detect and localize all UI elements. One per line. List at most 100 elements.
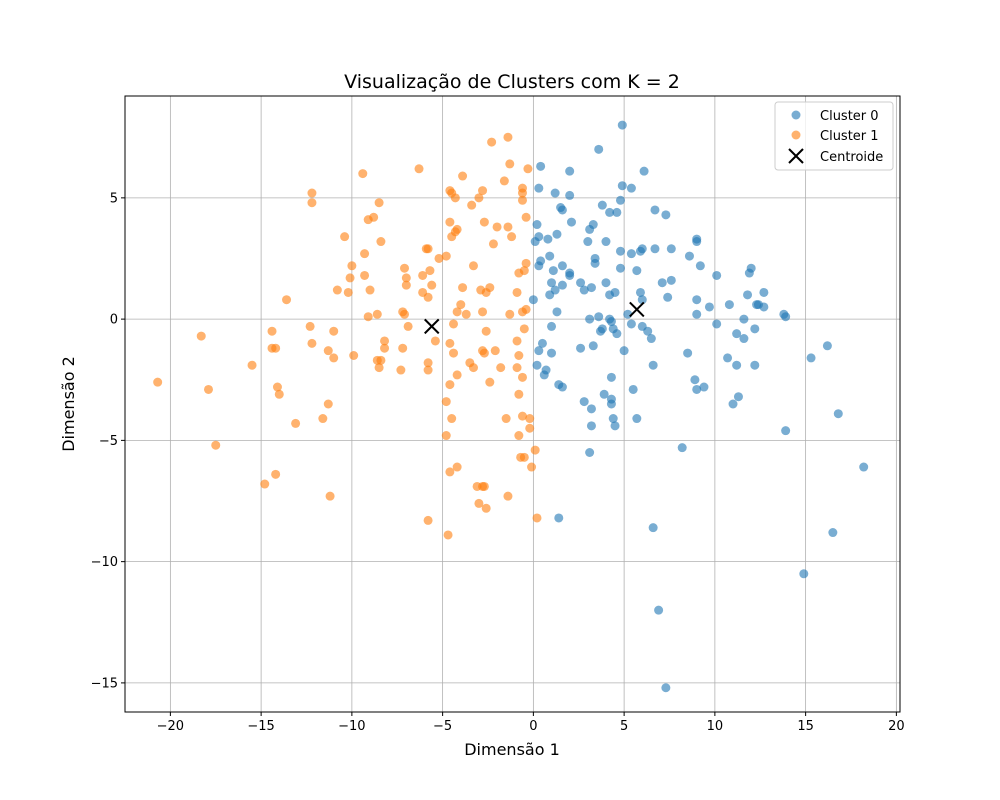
cluster-1-point [418,270,428,280]
cluster-1-point [343,287,353,297]
cluster-1-point [323,399,333,409]
cluster-1-point [514,268,524,278]
cluster-1-point [441,397,451,407]
cluster-0-point [601,237,611,247]
cluster-0-point [547,321,557,331]
cluster-1-point [441,431,451,441]
cluster-0-point [547,348,557,358]
cluster-1-point [525,423,535,433]
cluster-1-point [376,355,386,365]
cluster-0-point [650,244,660,254]
cluster-1-point [514,350,524,360]
cluster-0-point [545,251,555,261]
cluster-1-point [447,414,457,424]
cluster-0-point [536,161,546,171]
cluster-1-point [282,295,292,305]
cluster-0-point [654,605,664,615]
cluster-1-point [503,491,513,501]
cluster-1-point [380,343,390,353]
cluster-0-point [617,120,627,130]
cluster-0-point [695,261,705,271]
cluster-1-point [452,462,462,472]
cluster-0-point [828,528,838,538]
cluster-0-point [548,266,558,276]
cluster-0-point [692,384,702,394]
cluster-1-point [514,389,524,399]
cluster-1-point [479,217,489,227]
cluster-1-point [521,258,531,268]
cluster-0-point [684,251,694,261]
cluster-1-point [414,164,424,174]
cluster-1-point [305,321,315,331]
cluster-1-point [372,309,382,319]
cluster-1-point [363,215,373,225]
cluster-0-point [733,392,743,402]
cluster-0-point [557,205,567,215]
cluster-1-point [479,348,489,358]
cluster-0-point [759,302,769,312]
cluster-0-point [597,324,607,334]
cluster-0-point [833,409,843,419]
cluster-0-point [554,513,564,523]
cluster-1-point [423,515,433,525]
cluster-0-point [552,307,562,317]
cluster-1-point [507,232,517,242]
cluster-0-point [643,326,653,336]
cluster-0-point [597,200,607,210]
cluster-0-point [632,266,642,276]
cluster-0-point [552,229,562,239]
cluster-0-point [661,210,671,220]
cluster-0-point [750,324,760,334]
legend-box [774,101,894,171]
cluster-1-point [403,321,413,331]
legend-marker-centroide [788,148,804,164]
cluster-1-point [458,171,468,181]
cluster-1-point [488,239,498,249]
cluster-1-point [478,307,488,317]
cluster-1-point [325,491,335,501]
cluster-0-point [657,278,667,288]
cluster-1-point [400,263,410,273]
cluster-0-point [532,360,542,370]
cluster-0-point [663,292,673,302]
cluster-1-point [479,481,489,491]
cluster-1-point [501,414,511,424]
cluster-1-point [398,343,408,353]
cluster-1-point [487,137,497,147]
cluster-0-point [615,263,625,273]
cluster-1-point [445,380,455,390]
cluster-1-point [307,198,317,208]
cluster-1-point [445,467,455,477]
cluster-0-point [617,181,627,191]
cluster-1-point [530,445,540,455]
cluster-0-point [632,414,642,424]
cluster-1-point [274,389,284,399]
cluster-1-point [272,382,282,392]
cluster-0-point [610,421,620,431]
cluster-1-point [492,222,502,232]
y-tick-label: −10 [91,555,118,570]
cluster-1-point [481,503,491,513]
legend-marker-cluster-0 [791,110,801,120]
cluster-0-point [690,375,700,385]
cluster-0-point [661,683,671,693]
cluster-1-point [349,350,359,360]
cluster-1-point [329,353,339,363]
cluster-0-point [534,346,544,356]
cluster-0-point [626,319,636,329]
cluster-0-point [615,195,625,205]
cluster-0-point [759,287,769,297]
cluster-0-point [626,183,636,193]
cluster-1-point [514,431,524,441]
cluster-1-point [427,280,437,290]
cluster-1-point [267,326,277,336]
cluster-0-point [677,443,687,453]
cluster-1-point [332,285,342,295]
cluster-0-point [683,348,693,358]
cluster-0-point [610,287,620,297]
cluster-1-point [503,132,513,142]
cluster-0-point [532,220,542,230]
cluster-1-point [452,370,462,380]
x-tick-label: 20 [888,719,905,734]
